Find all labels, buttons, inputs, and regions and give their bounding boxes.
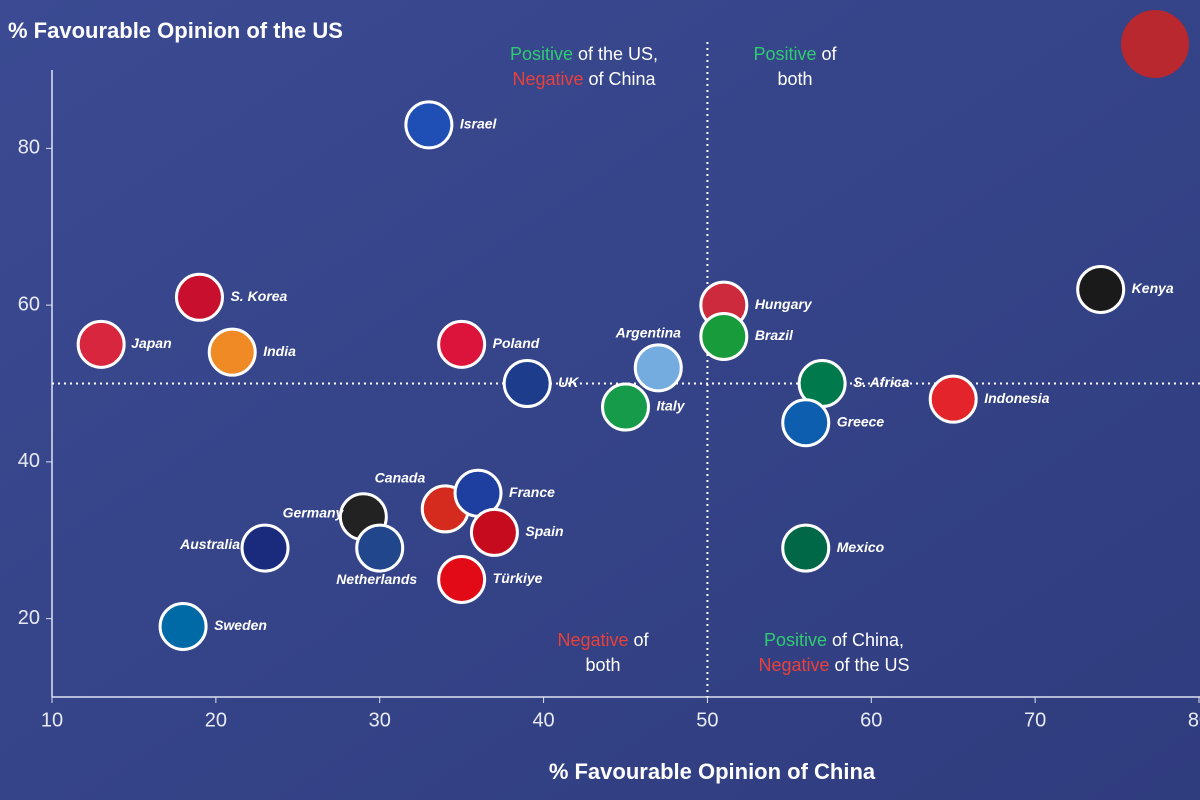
quadrant-note-part: of the US (830, 655, 910, 675)
x-tick-label: 80 (1188, 709, 1200, 731)
quadrant-note-part: Negative (557, 630, 628, 650)
point-label: Argentina (615, 325, 682, 341)
point-label: S. Africa (853, 374, 909, 390)
point: Italy (601, 382, 686, 432)
quadrant-note: Positive of (753, 44, 837, 64)
point-label: Indonesia (984, 390, 1050, 406)
point-label: Israel (460, 116, 498, 132)
quadrant-note-part: Positive (753, 44, 816, 64)
x-tick-label: 50 (696, 709, 718, 731)
quadrant-note: Negative of the US (758, 655, 909, 675)
point-label: Australia (179, 536, 240, 552)
x-tick-label: 70 (1024, 709, 1046, 731)
flag-marker (699, 311, 749, 361)
flag-marker (928, 374, 978, 424)
point: Japan (76, 319, 172, 369)
quadrant-note-part: of (629, 630, 650, 650)
x-tick-label: 30 (369, 709, 391, 731)
flag-marker (601, 382, 650, 432)
point-label: Greece (837, 413, 885, 429)
y-tick-label: 40 (18, 450, 40, 472)
point: Kenya (1076, 264, 1174, 314)
x-axis-title: % Favourable Opinion of China (549, 759, 876, 784)
flag-marker (469, 507, 519, 557)
point-label: Kenya (1132, 280, 1174, 296)
point: India (207, 327, 296, 377)
flag-marker (781, 398, 831, 448)
point: Greece (781, 398, 885, 448)
flag-marker (158, 601, 208, 651)
y-tick-label: 80 (18, 137, 40, 159)
point-label: UK (558, 374, 579, 390)
quadrant-note: both (777, 69, 812, 89)
quadrant-note: Positive of China, (764, 630, 904, 650)
quadrant-note: Negative of (557, 630, 649, 650)
point: Poland (437, 319, 540, 369)
point-label: Spain (525, 523, 563, 539)
point-label: Italy (657, 398, 686, 414)
y-tick-label: 60 (18, 293, 40, 315)
point: Brazil (699, 311, 794, 361)
quadrant-note: Negative of China (512, 69, 656, 89)
quadrant-note: Positive of the US, (510, 44, 658, 64)
point-label: Canada (375, 470, 426, 486)
quadrant-note-part: of China (584, 69, 657, 89)
x-tick-label: 60 (860, 709, 882, 731)
point-label: Netherlands (336, 571, 417, 587)
quadrant-note: both (585, 655, 620, 675)
flag-marker (502, 359, 552, 408)
x-tick-label: 20 (205, 709, 227, 731)
point: Sweden (158, 601, 267, 651)
point-label: Mexico (837, 539, 885, 555)
flag-marker (76, 319, 126, 369)
point-label: Japan (131, 335, 171, 351)
point: UK (502, 359, 579, 408)
point-label: Poland (493, 335, 540, 351)
y-tick-label: 20 (18, 607, 40, 629)
quadrant-note-part: of China, (827, 630, 904, 650)
point: Israel (404, 100, 498, 150)
point: Netherlands (336, 523, 417, 587)
point-label: Germany (283, 504, 345, 520)
quadrant-note-part: both (777, 69, 812, 89)
flag-marker (781, 523, 831, 573)
point-label: India (263, 343, 296, 359)
flag-marker (633, 343, 683, 393)
point: Argentina (615, 325, 683, 393)
point-label: Hungary (755, 296, 813, 312)
quadrant-note-part: Negative (512, 69, 583, 89)
quadrant-note-part: Negative (758, 655, 829, 675)
quadrant-note-part: both (585, 655, 620, 675)
flag-marker (355, 523, 405, 573)
quadrant-note-part: of (817, 44, 838, 64)
y-axis-title: % Favourable Opinion of the US (8, 18, 343, 43)
flag-marker (1076, 264, 1126, 314)
point: Spain (469, 507, 564, 557)
flag-marker (240, 523, 290, 573)
quadrant-note-part: Positive (764, 630, 827, 650)
x-tick-label: 10 (41, 709, 63, 731)
point: France (453, 468, 555, 518)
point-label: France (509, 484, 555, 500)
point: Indonesia (928, 374, 1050, 424)
point: S. Korea (174, 272, 287, 322)
x-tick-label: 40 (532, 709, 554, 731)
point: Mexico (781, 523, 885, 573)
point: Türkiye (437, 554, 543, 604)
quadrant-note-part: Positive (510, 44, 573, 64)
flag-marker (207, 327, 257, 377)
point-label: Brazil (755, 327, 794, 343)
flag-marker (437, 554, 487, 604)
logo (1121, 10, 1189, 78)
point: Australia (179, 523, 290, 573)
flag-marker (404, 100, 454, 150)
point-label: Sweden (214, 617, 267, 633)
quadrant-note-part: of the US, (573, 44, 658, 64)
flag-marker (174, 272, 224, 322)
point-label: Türkiye (493, 570, 543, 586)
flag-marker (437, 319, 487, 369)
point-label: S. Korea (230, 288, 287, 304)
